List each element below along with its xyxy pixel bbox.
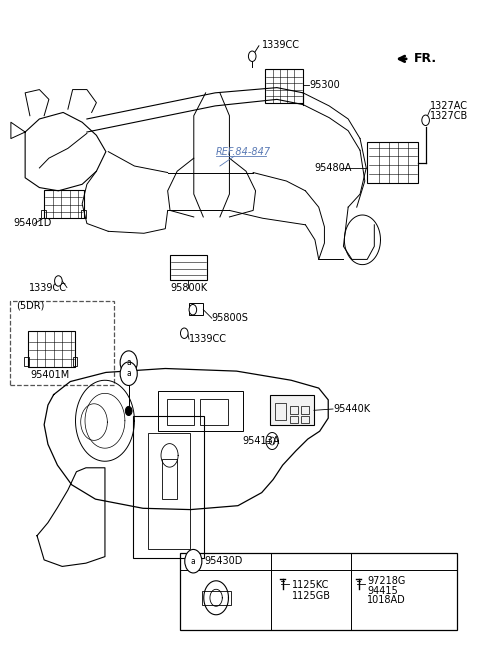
Circle shape [55,276,62,286]
Text: 94415: 94415 [367,586,398,596]
Text: 95800K: 95800K [170,283,207,293]
Circle shape [189,304,197,315]
Bar [200,399,228,424]
Bar [148,432,191,549]
Circle shape [180,328,188,338]
Circle shape [120,351,137,375]
Text: 95401M: 95401M [31,370,70,380]
Text: 1339CC: 1339CC [189,334,227,344]
Bar [162,459,177,499]
Circle shape [125,406,132,415]
Bar [300,415,309,423]
Text: 95430D: 95430D [204,556,243,566]
Bar [72,358,77,366]
Text: 95800S: 95800S [212,313,249,323]
Bar [290,415,298,423]
Bar [275,403,287,420]
Text: FR.: FR. [414,52,437,66]
Bar [202,590,231,605]
Bar [10,300,114,386]
Bar [290,406,298,414]
Text: 1018AD: 1018AD [367,596,406,605]
Bar [180,553,457,630]
Circle shape [120,362,137,386]
Text: 95480A: 95480A [314,163,351,173]
Text: 95401D: 95401D [13,218,52,228]
Bar [24,358,29,366]
Text: 95440K: 95440K [333,404,370,414]
Text: 1125GB: 1125GB [292,591,331,601]
Text: (5DR): (5DR) [16,301,44,311]
Bar [81,211,86,218]
Text: 97218G: 97218G [367,576,406,586]
Text: 95300: 95300 [309,80,340,90]
Bar [170,255,207,280]
Circle shape [185,550,202,573]
Bar [167,399,194,424]
Bar [158,391,243,431]
Circle shape [422,115,430,125]
Bar [133,415,204,558]
Circle shape [249,51,256,62]
Bar [27,331,75,367]
Bar [270,395,313,424]
Bar [44,190,84,218]
Text: a: a [191,557,196,565]
Bar [189,303,204,315]
Text: 1339CC: 1339CC [262,40,300,50]
Bar [367,142,419,183]
Text: 1327AC: 1327AC [431,101,468,111]
Text: 1339CC: 1339CC [29,283,67,293]
Text: 95413A: 95413A [243,436,280,446]
Text: REF.84-847: REF.84-847 [216,147,271,157]
Text: a: a [126,358,131,367]
Text: a: a [126,369,131,379]
Bar [41,211,46,218]
Text: 1327CB: 1327CB [431,112,468,121]
Text: 1125KC: 1125KC [292,581,329,590]
Bar [300,406,309,414]
Bar [265,69,303,102]
